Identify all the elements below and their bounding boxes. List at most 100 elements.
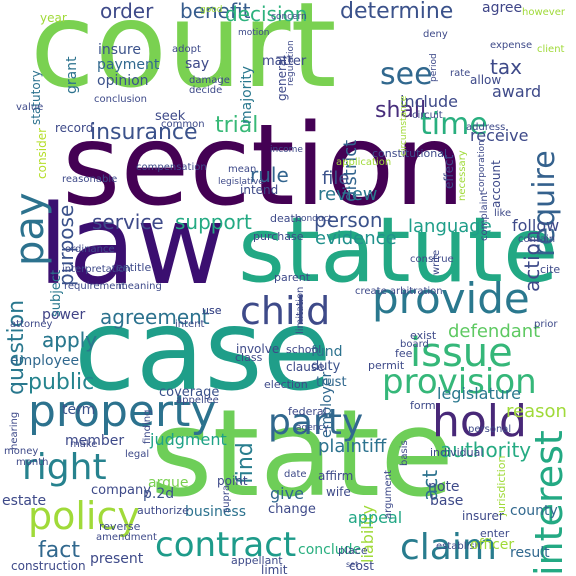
cloud-word: officer [470, 537, 515, 553]
cloud-word: order [100, 0, 154, 23]
cloud-word: class [235, 351, 263, 364]
cloud-word: write [431, 250, 442, 276]
cloud-word: point [217, 474, 248, 488]
cloud-word: personal [468, 424, 512, 435]
cloud-word: decision [225, 2, 308, 26]
cloud-word: argue [148, 475, 189, 491]
cloud-word: tax [490, 55, 522, 79]
cloud-word: reason [506, 401, 567, 422]
cloud-word: intend [240, 183, 279, 197]
cloud-word: legislature [437, 384, 521, 403]
cloud-word: decide [189, 85, 223, 96]
cloud-word: year [40, 11, 67, 25]
cloud-word: supra [221, 485, 232, 514]
cloud-word: claim [400, 527, 497, 568]
cloud-word: follow [512, 216, 560, 235]
cloud-word: pay [7, 192, 53, 266]
cloud-word: evidence [315, 228, 397, 249]
cloud-word: form [410, 399, 436, 412]
cloud-word: use [202, 304, 222, 317]
cloud-word: include [400, 92, 458, 111]
cloud-word: consider [35, 128, 49, 180]
cloud-word: term [62, 402, 96, 418]
cloud-word: place [338, 544, 368, 557]
cloud-word: insurer [462, 509, 504, 523]
cloud-word: fee [395, 347, 413, 360]
cloud-word: provision [382, 362, 537, 402]
cloud-word: support [175, 210, 252, 234]
cloud-word: jurisdiction [495, 455, 508, 516]
cloud-word: mean [228, 164, 257, 175]
cloud-word: damage [189, 75, 230, 86]
cloud-word: limit [261, 563, 288, 576]
cloud-word: allow [470, 73, 502, 87]
cloud-word: election [264, 378, 308, 391]
cloud-word: right [22, 447, 107, 488]
cloud-word: section [62, 101, 466, 231]
cloud-word: county [510, 503, 558, 519]
cloud-word: requirement [64, 281, 126, 292]
cloud-word: board [400, 339, 429, 350]
cloud-word: apply [42, 328, 98, 352]
cloud-word: authorize [137, 504, 189, 517]
cloud-word: compensation [136, 162, 207, 173]
cloud-word: member [65, 433, 125, 449]
cloud-word: cost [349, 559, 374, 573]
cloud-word: money [4, 446, 39, 457]
cloud-word: person [314, 208, 383, 232]
cloud-word: defendant [448, 321, 541, 342]
cloud-word: property [28, 386, 217, 437]
cloud-word: power [42, 307, 86, 323]
cloud-word: permit [368, 359, 405, 372]
cloud-word: coverage [159, 385, 220, 400]
cloud-word: effect [442, 155, 456, 190]
cloud-word: corporation [477, 140, 487, 192]
cloud-word: concern [271, 12, 307, 22]
cloud-word: benefit [180, 0, 251, 23]
cloud-word: p.2d [143, 486, 175, 502]
cloud-word: create arbitration [355, 286, 443, 297]
cloud-word: question [4, 300, 29, 396]
cloud-word: language [408, 216, 492, 237]
cloud-word: amendment [96, 532, 157, 543]
cloud-word: conclusion [94, 94, 148, 105]
cloud-word: provide [372, 274, 530, 323]
cloud-word: meaning [118, 281, 162, 292]
cloud-word: employee [10, 353, 80, 369]
cloud-word: case [74, 286, 332, 416]
cloud-word: wife [326, 485, 351, 499]
cloud-word: circumstance [399, 96, 409, 157]
cloud-word: cite [540, 263, 561, 276]
cloud-word: set [346, 560, 359, 569]
cloud-word: statutory [29, 70, 43, 125]
cloud-word: record [55, 121, 94, 135]
cloud-word: appeal [348, 508, 403, 527]
cloud-word: death [270, 212, 302, 225]
cloud-word: rate [450, 68, 471, 79]
cloud-word: see [380, 57, 433, 92]
cloud-word: reverse [99, 520, 141, 533]
cloud-word: regulation [286, 40, 296, 86]
cloud-word: agree [482, 0, 523, 16]
cloud-word: prior [534, 319, 558, 330]
cloud-word: fund [311, 344, 343, 360]
cloud-word: opinion [97, 73, 149, 89]
cloud-word: rule [250, 163, 289, 187]
cloud-word: authority [440, 438, 532, 462]
cloud-word: award [492, 82, 542, 101]
cloud-word: policy [28, 494, 140, 538]
cloud-word: party [268, 402, 364, 443]
cloud-word: give [270, 484, 304, 503]
cloud-word: deny [423, 29, 448, 40]
cloud-word: enter [480, 527, 510, 540]
cloud-word: matter [262, 54, 307, 69]
cloud-word: use [202, 304, 222, 317]
cloud-word: appellee [176, 395, 219, 406]
cloud-word: construe [410, 254, 454, 265]
cloud-word: receive [470, 126, 529, 145]
cloud-word: estate [2, 493, 47, 509]
cloud-word: account [489, 160, 503, 208]
cloud-word: business [185, 504, 247, 520]
cloud-word: hold [432, 396, 527, 447]
cloud-word: fact [38, 538, 80, 563]
